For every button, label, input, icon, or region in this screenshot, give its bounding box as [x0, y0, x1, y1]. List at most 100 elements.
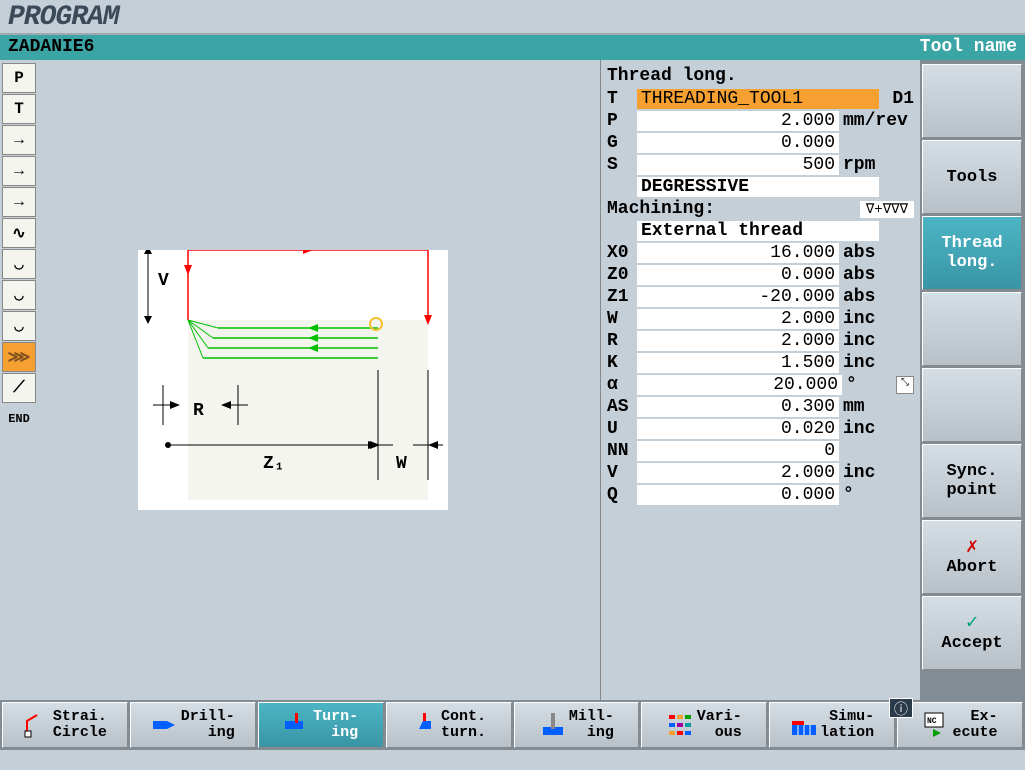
left-icon-arrow[interactable]: →: [2, 187, 36, 217]
accept-button[interactable]: ✓Accept: [922, 596, 1022, 670]
turning-button[interactable]: Turn- ing: [258, 702, 384, 748]
param-title: Thread long.: [607, 64, 914, 88]
header-title: PROGRAM: [0, 0, 150, 33]
execute-icon: NC: [923, 711, 951, 739]
parameter-panel: Thread long. T THREADING_TOOL1 D1 P 2.00…: [600, 60, 920, 700]
geom-value[interactable]: 0: [637, 441, 839, 461]
param-row-S: S 500 rpm: [607, 154, 914, 176]
diagram-canvas: V Z₁ R: [38, 60, 600, 700]
geom-value[interactable]: 0.300: [637, 397, 839, 417]
program-name: ZADANIE6: [8, 37, 94, 58]
blank1-button[interactable]: [922, 64, 1022, 138]
geom-value[interactable]: 20.000: [637, 375, 842, 395]
left-icon-wave3[interactable]: ◡: [2, 280, 36, 310]
mode-value[interactable]: DEGRESSIVE: [637, 177, 879, 197]
geom-value[interactable]: -20.000: [637, 287, 839, 307]
geom-unit: mm: [839, 397, 914, 417]
geom-row-K: K 1.500 inc: [607, 352, 914, 374]
various-button[interactable]: Vari- ous: [641, 702, 767, 748]
geom-value[interactable]: 0.020: [637, 419, 839, 439]
param-value[interactable]: 2.000: [637, 111, 839, 131]
geom-label: R: [607, 331, 637, 351]
turning-icon: [283, 711, 311, 739]
left-icon-wave4[interactable]: ◡: [2, 311, 36, 341]
geom-value[interactable]: 2.000: [637, 331, 839, 351]
contour-turning-button[interactable]: Cont. turn.: [386, 702, 512, 748]
thread-long-button[interactable]: Threadlong.: [922, 216, 1022, 290]
button-label: Ex- ecute: [953, 709, 998, 742]
straight-circle-button[interactable]: Strai. Circle: [2, 702, 128, 748]
header: PROGRAM: [0, 0, 1025, 35]
geom-row-V: V 2.000 inc: [607, 462, 914, 484]
various-icon: [667, 711, 695, 739]
toggle-icon[interactable]: ⤡: [896, 376, 914, 394]
geom-row-X0: X0 16.000 abs: [607, 242, 914, 264]
info-icon[interactable]: ⓘ: [889, 698, 913, 718]
left-icon-end[interactable]: END: [2, 404, 36, 434]
geom-unit: inc: [839, 353, 914, 373]
left-icon-thread[interactable]: ⋙: [2, 342, 36, 372]
left-icon-arrow[interactable]: →: [2, 156, 36, 186]
bottom-bar: Strai. CircleDrill- ing Turn- ing Cont. tu…: [0, 700, 1025, 750]
left-icon-arrow[interactable]: →: [2, 125, 36, 155]
machining-label: Machining:: [607, 199, 715, 219]
drilling-button[interactable]: Drill- ing: [130, 702, 256, 748]
geom-label: W: [607, 309, 637, 329]
milling-icon: [539, 711, 567, 739]
machining-symbol[interactable]: ∇+∇∇∇: [860, 201, 914, 218]
geom-label: U: [607, 419, 637, 439]
param-value[interactable]: 500: [637, 155, 839, 175]
button-label: Abort: [946, 558, 997, 577]
simulation-button[interactable]: Simu- lation: [769, 702, 895, 748]
straight-circle-icon: [23, 711, 51, 739]
geom-label: AS: [607, 397, 637, 417]
svg-text:V: V: [158, 271, 169, 291]
param-unit: mm/rev: [839, 111, 914, 131]
geom-row-U: U 0.020 inc: [607, 418, 914, 440]
param-row-G: G 0.000: [607, 132, 914, 154]
geom-row-R: R 2.000 inc: [607, 330, 914, 352]
geom-unit: inc: [839, 309, 914, 329]
geom-unit: °: [839, 485, 914, 505]
left-icon-text[interactable]: P: [2, 63, 36, 93]
geom-label: α: [607, 375, 637, 395]
milling-button[interactable]: Mill- ing: [514, 702, 640, 748]
tool-value[interactable]: THREADING_TOOL1: [637, 89, 879, 109]
blank2-button[interactable]: [922, 292, 1022, 366]
geom-label: Z1: [607, 287, 637, 307]
geom-row-Z1: Z1 -20.000 abs: [607, 286, 914, 308]
param-label: S: [607, 155, 637, 175]
geom-unit: °: [842, 375, 894, 395]
sync-point-button[interactable]: Sync.point: [922, 444, 1022, 518]
left-icon-column: PT→→→∿◡◡◡⋙⟋END: [0, 60, 38, 700]
param-value[interactable]: 0.000: [637, 133, 839, 153]
left-icon-text[interactable]: T: [2, 94, 36, 124]
geom-value[interactable]: 1.500: [637, 353, 839, 373]
left-icon-hatch[interactable]: ⟋: [2, 373, 36, 403]
left-icon-wave1[interactable]: ∿: [2, 218, 36, 248]
geom-value[interactable]: 2.000: [637, 463, 839, 483]
geom-row-NN: NN 0: [607, 440, 914, 462]
contour-turning-icon: [411, 711, 439, 739]
left-icon-wave2[interactable]: ◡: [2, 249, 36, 279]
blank3-button[interactable]: [922, 368, 1022, 442]
geom-label: Z0: [607, 265, 637, 285]
svg-text:W: W: [396, 454, 407, 474]
geom-row-W: W 2.000 inc: [607, 308, 914, 330]
svg-text:NC: NC: [927, 717, 937, 726]
geom-unit: abs: [839, 243, 914, 263]
geom-value[interactable]: 16.000: [637, 243, 839, 263]
geom-value[interactable]: 0.000: [637, 485, 839, 505]
thread-type[interactable]: External thread: [637, 221, 879, 241]
simulation-icon: [790, 711, 818, 739]
subheader: ZADANIE6 Tool name: [0, 35, 1025, 60]
tools-button[interactable]: Tools: [922, 140, 1022, 214]
tool-d: D1: [879, 89, 914, 109]
accept-icon: ✓: [966, 614, 978, 634]
geom-label: K: [607, 353, 637, 373]
button-label: Turn- ing: [313, 709, 358, 742]
geom-value[interactable]: 0.000: [637, 265, 839, 285]
abort-button[interactable]: ✗Abort: [922, 520, 1022, 594]
execute-button[interactable]: NC Ex- ecute: [897, 702, 1023, 748]
geom-value[interactable]: 2.000: [637, 309, 839, 329]
